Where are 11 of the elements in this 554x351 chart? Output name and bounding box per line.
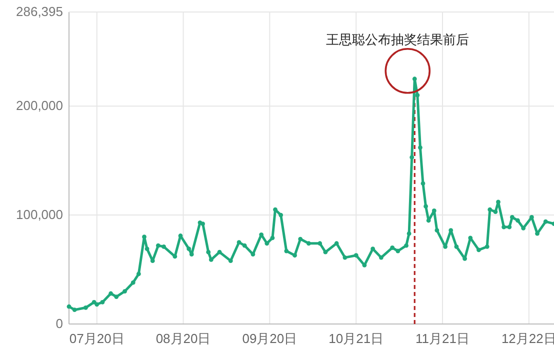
y-tick-label: 0	[56, 316, 63, 331]
x-tick-label: 08月20日	[156, 331, 211, 346]
x-tick-label: 07月20日	[69, 331, 124, 346]
y-tick-label: 100,000	[16, 207, 63, 222]
y-tick-label: 286,395	[16, 4, 63, 19]
x-tick-label: 11月21日	[416, 331, 470, 346]
y-tick-label: 200,000	[16, 98, 63, 114]
x-tick-label: 10月21日	[328, 331, 384, 346]
annotation: 王思聪公布抽奖结果前后	[326, 32, 470, 47]
x-tick-label: 09月20日	[242, 331, 298, 346]
x-tick-label: 12月22日	[501, 331, 554, 346]
